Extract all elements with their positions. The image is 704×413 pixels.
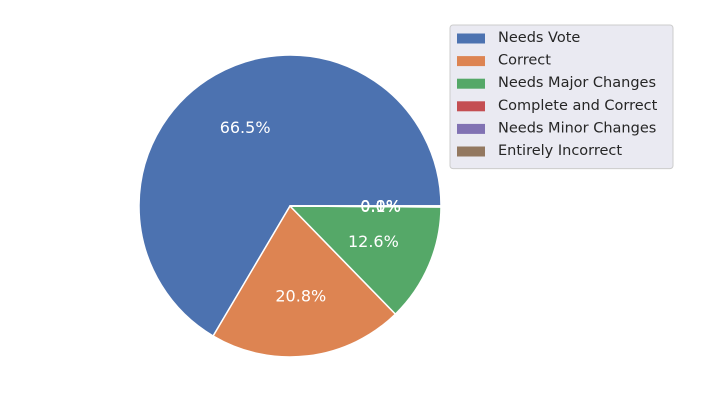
slice-percent-label-correct: 20.8% (275, 286, 326, 305)
pie-slice-correct (212, 205, 397, 358)
legend-frame (449, 24, 674, 170)
legend-label-correct: Correct (498, 53, 551, 69)
slice-percent-label-needs-minor-changes: 0.0% (360, 197, 401, 216)
slice-percent-label-complete-and-correct: 0.1% (360, 197, 401, 216)
pie-slices (138, 54, 442, 358)
slice-percent-label-needs-major-changes: 12.6% (348, 232, 399, 251)
legend-swatch-needs-minor-changes (457, 123, 485, 134)
legend-swatch-correct (457, 56, 485, 67)
pie-slice-needs-vote (138, 54, 442, 337)
legend-swatch-complete-and-correct (457, 101, 485, 112)
legend-label-entirely-incorrect: Entirely Incorrect (498, 143, 622, 159)
legend-swatch-needs-major-changes (457, 78, 485, 89)
slice-percent-label-entirely-incorrect: 0.0% (360, 197, 401, 216)
legend-swatch-entirely-incorrect (457, 146, 485, 157)
pie-labels: 66.5%20.8%12.6%0.1%0.0%0.0% (220, 118, 401, 306)
legend-label-needs-major-changes: Needs Major Changes (498, 75, 656, 91)
legend-label-complete-and-correct: Complete and Correct (498, 98, 658, 114)
slice-percent-label-needs-vote: 66.5% (220, 118, 271, 137)
legend-swatch-needs-vote (457, 33, 485, 44)
legend-label-needs-vote: Needs Vote (498, 30, 580, 46)
legend: Needs Vote Correct Needs Major Changes Comp… (449, 24, 674, 170)
legend-label-needs-minor-changes: Needs Minor Changes (498, 120, 656, 136)
pie-slice-needs-major-changes (289, 205, 442, 315)
